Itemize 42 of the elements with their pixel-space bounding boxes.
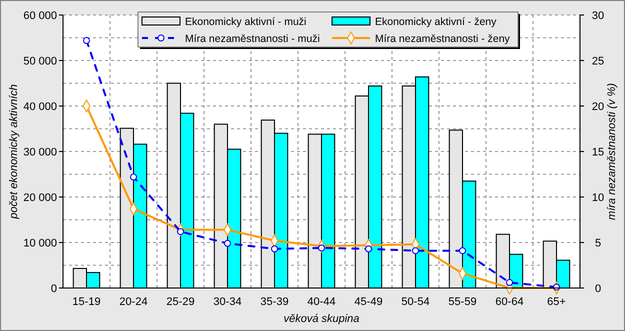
y2-tick-label: 25	[592, 56, 604, 68]
x-tick-label: 40-44	[307, 296, 336, 308]
point	[412, 247, 419, 254]
y-axis-title: počet ekonomicky aktivních	[8, 84, 20, 220]
x-tick-label: 20-24	[119, 296, 148, 308]
y-tick-label: 40 000	[23, 101, 57, 113]
legend-label: Míra nezaměstnanosti - muži	[185, 33, 320, 45]
y2-tick-label: 15	[592, 146, 604, 158]
point	[365, 245, 372, 252]
x-tick-label: 65+	[547, 296, 566, 308]
x-tick-label: 15-19	[72, 296, 101, 308]
point	[506, 279, 513, 286]
y-tick-label: 0	[50, 283, 57, 295]
y-tick-label: 50 000	[23, 56, 57, 68]
point	[459, 247, 466, 254]
y2-tick-label: 30	[592, 10, 604, 22]
point	[83, 37, 90, 44]
y-tick-label: 30 000	[23, 146, 57, 158]
x-tick-label: 55-59	[448, 296, 477, 308]
x-tick-label: 25-29	[166, 296, 195, 308]
y2-tick-label: 0	[594, 283, 602, 295]
x-tick-label: 60-64	[495, 296, 524, 308]
y2-axis-title: míra nezaměstnanosti (v %)	[606, 82, 618, 220]
x-tick-label: 50-54	[401, 296, 430, 308]
point	[177, 228, 184, 236]
y-tick-label: 20 000	[23, 192, 57, 204]
point	[130, 174, 137, 180]
legend-label: Ekonomicky aktivní - muži	[185, 16, 306, 28]
legend-label: Ekonomicky aktivní - ženy	[375, 16, 498, 28]
y-tick-label: 10 000	[23, 238, 57, 250]
x-tick-label: 30-34	[213, 296, 242, 308]
y2-tick-label: 20	[592, 101, 604, 113]
x-axis-title: věková skupina	[284, 313, 360, 325]
point	[271, 245, 278, 252]
x-tick-label: 35-39	[260, 296, 289, 308]
y-tick-label: 60 000	[23, 10, 57, 22]
point	[318, 244, 325, 252]
y2-tick-label: 5	[594, 238, 602, 250]
legend-label: Míra nezaměstnanosti - ženy	[375, 33, 511, 45]
point	[224, 240, 231, 247]
y2-tick-label: 10	[592, 192, 604, 204]
x-tick-label: 45-49	[354, 296, 383, 308]
